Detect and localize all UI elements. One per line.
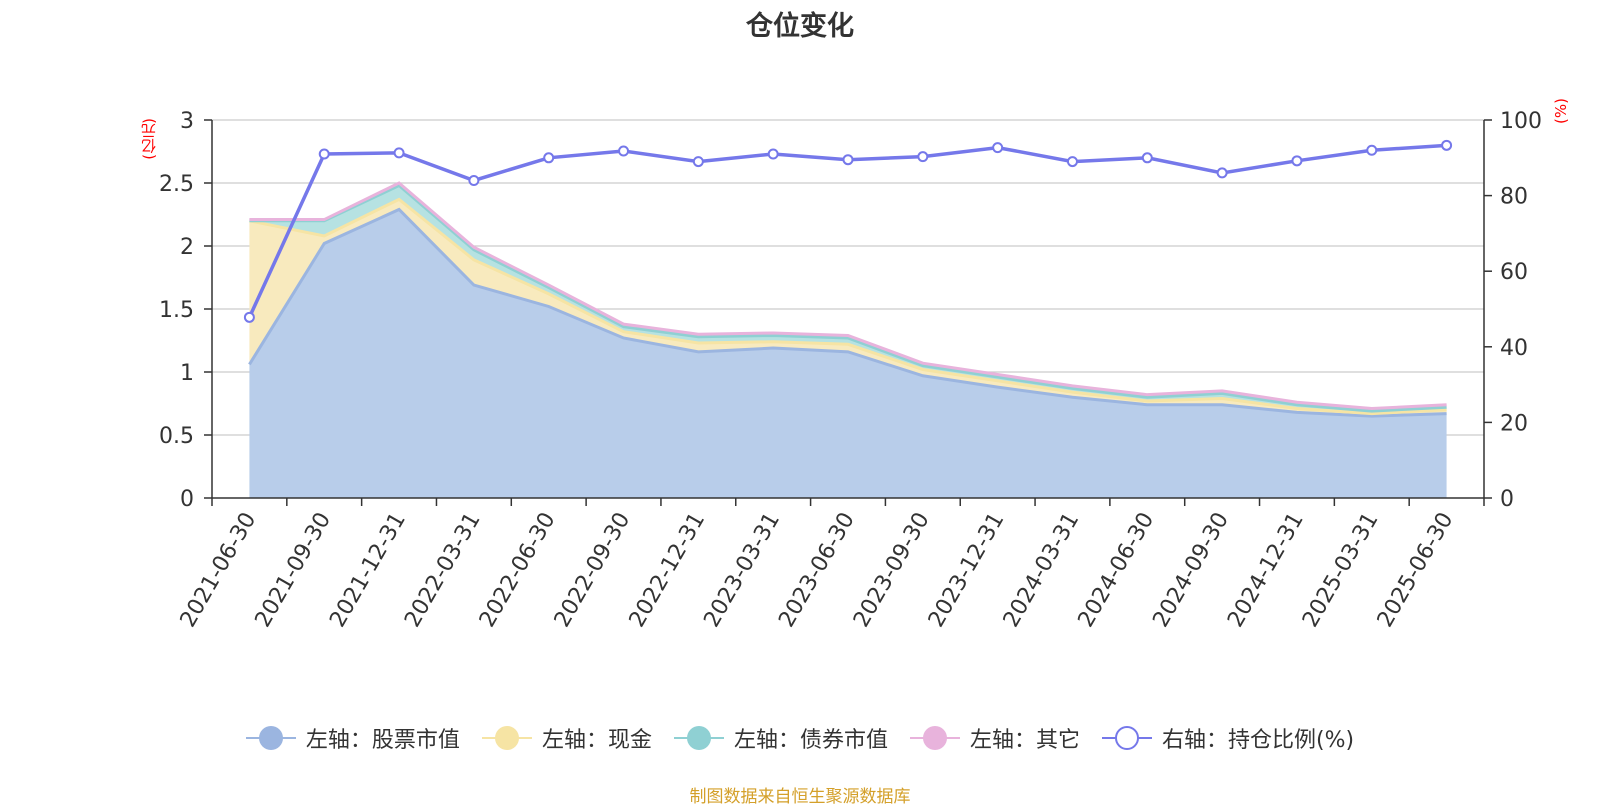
holding-ratio-point (468, 174, 480, 186)
holding-ratio-point (842, 154, 854, 166)
left-axis-tick-label: 2.5 (159, 172, 194, 197)
holding-ratio-point (618, 145, 630, 157)
x-axis-tick-label: 2024-12-31 (1223, 508, 1309, 631)
holding-ratio-point (692, 156, 704, 168)
holding-ratio-point (1291, 155, 1303, 167)
holding-ratio-point (1366, 144, 1378, 156)
series-line (249, 183, 1447, 413)
x-axis-tick-label: 2023-03-31 (699, 508, 785, 631)
holding-ratio-point (992, 142, 1004, 154)
x-axis-tick-label: 2021-06-30 (176, 508, 262, 631)
legend-item[interactable]: 左轴：其它 (909, 722, 1080, 754)
x-axis-tick-label: 2023-12-31 (924, 508, 1010, 631)
x-axis-tick-label: 2023-06-30 (774, 508, 860, 631)
legend-item[interactable]: 左轴：现金 (481, 722, 652, 754)
filled-circle-icon (481, 726, 532, 750)
holding-ratio-point (318, 148, 330, 160)
x-axis-tick-label: 2021-12-31 (325, 508, 411, 631)
holding-ratio-point (1216, 167, 1228, 179)
left-axis-tick-label: 2 (180, 235, 194, 260)
area-9bb5e0 (249, 209, 1447, 498)
right-axis-tick-label: 60 (1500, 260, 1528, 285)
area-f6e4a4 (249, 199, 1447, 417)
x-axis-tick-label: 2022-09-30 (550, 508, 636, 631)
x-axis-tick-label: 2025-03-31 (1298, 508, 1384, 631)
data-source-note: 制图数据来自恒生聚源数据库 (689, 787, 911, 807)
right-axis-tick-label: 20 (1500, 411, 1528, 436)
series-line (249, 197, 1447, 416)
right-axis-tick-label: 100 (1500, 109, 1542, 134)
x-axis-tick-label: 2024-03-31 (999, 508, 1085, 631)
holding-ratio-point (1441, 139, 1453, 151)
right-axis-tick-label: 0 (1500, 487, 1514, 512)
series-line (248, 207, 1447, 418)
right-axis-tick-label: 80 (1500, 185, 1528, 210)
holding-ratio-point (243, 311, 255, 323)
legend-item[interactable]: 右轴：持仓比例(%) (1101, 722, 1355, 754)
legend-item[interactable]: 左轴：债券市值 (673, 722, 888, 754)
x-axis-tick-label: 2024-09-30 (1148, 508, 1234, 631)
legend-label: 左轴：其它 (969, 728, 1080, 753)
filled-circle-icon (673, 726, 724, 750)
chart-title: 仓位变化 (746, 11, 854, 42)
legend-label: 左轴：债券市值 (733, 728, 888, 753)
holding-ratio-point (917, 151, 929, 163)
area-8fd0d3 (249, 185, 1447, 414)
filled-circle-icon (245, 726, 296, 750)
filled-circle-icon (909, 726, 960, 750)
holding-ratio-point (543, 152, 555, 164)
holding-ratio-point (1066, 156, 1078, 168)
x-axis-tick-label: 2021-09-30 (251, 508, 337, 631)
x-axis-tick-label: 2024-06-30 (1074, 508, 1160, 631)
x-axis-tick-label: 2023-09-30 (849, 508, 935, 631)
left-axis-tick-label: 1 (180, 361, 194, 386)
holding-ratio-point (1141, 152, 1153, 164)
hollow-circle-icon (1101, 726, 1152, 750)
x-axis-tick-label: 2022-12-31 (625, 508, 711, 631)
legend-label: 左轴：现金 (541, 728, 652, 753)
series-line (249, 181, 1447, 411)
holding-ratio-point (767, 148, 779, 160)
left-axis-tick-label: 3 (180, 109, 194, 134)
left-axis-tick-label: 0 (180, 487, 194, 512)
legend: 左轴：股票市值 左轴：现金 左轴：债券市值 左轴：其它 右轴：持仓比例(%) (0, 722, 1600, 754)
x-axis-tick-label: 2025-06-30 (1373, 508, 1459, 631)
left-axis-tick-label: 1.5 (159, 298, 194, 323)
left-axis-tick-label: 0.5 (159, 424, 194, 449)
legend-item[interactable]: 左轴：股票市值 (245, 722, 460, 754)
legend-label: 右轴：持仓比例(%) (1161, 728, 1355, 753)
right-axis-tick-label: 40 (1500, 336, 1528, 361)
x-axis-tick-label: 2022-06-30 (475, 508, 561, 631)
x-axis-tick-label: 2022-03-31 (400, 508, 486, 631)
legend-label: 左轴：股票市值 (305, 728, 460, 753)
holding-ratio-point (393, 147, 405, 159)
